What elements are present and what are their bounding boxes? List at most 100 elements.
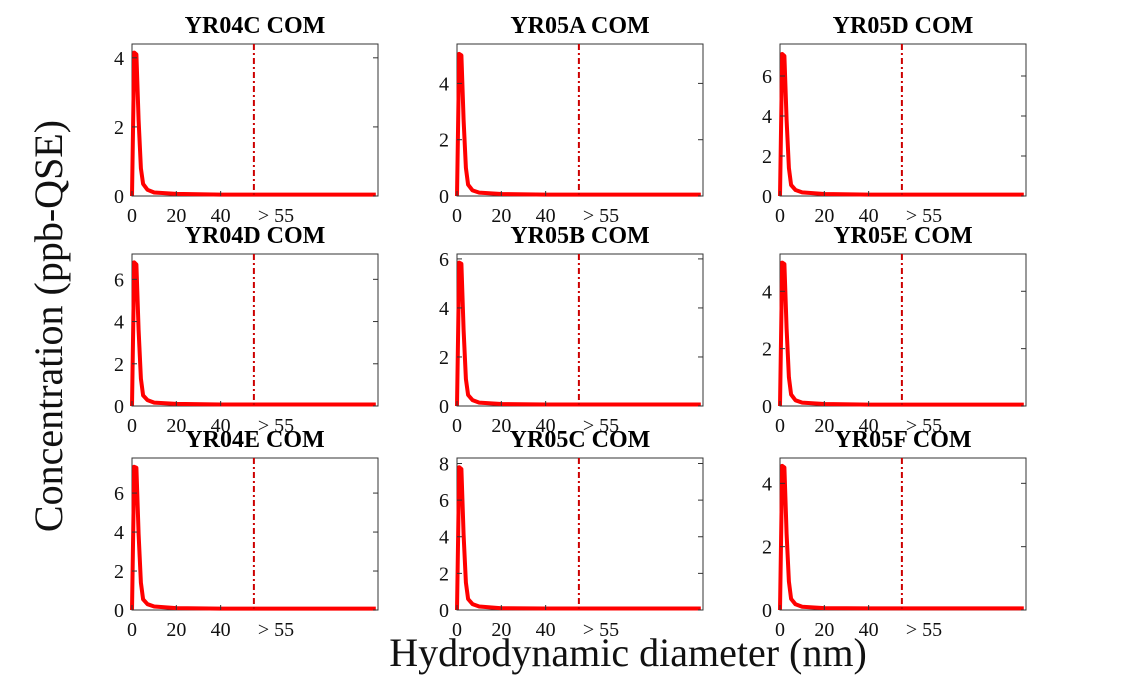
y-tick-label: 0: [762, 600, 772, 622]
y-tick-label: 6: [439, 249, 449, 271]
x-tick-label: 20: [166, 415, 186, 437]
series-line: [778, 52, 1024, 197]
panel-title: YR04C COM: [185, 13, 326, 39]
x-tick-label: 20: [166, 205, 186, 227]
y-tick-label: 0: [114, 600, 124, 622]
y-tick-label: 2: [439, 347, 449, 369]
y-tick-label: 4: [439, 527, 449, 549]
series-line: [455, 51, 701, 197]
y-tick-label: 8: [439, 453, 449, 475]
x-tick-label: 0: [452, 415, 462, 437]
y-tick-label: 2: [762, 146, 772, 168]
y-tick-label: 2: [439, 563, 449, 585]
x-tick-label: > 55: [258, 205, 294, 227]
panel-title: YR05D COM: [833, 13, 974, 39]
x-tick-label: > 55: [906, 619, 942, 641]
y-tick-label: 4: [439, 73, 449, 95]
panel-4: 0 2 4 6 0 20 40 > 55 YR04D COM: [114, 223, 379, 437]
y-tick-label: 4: [114, 522, 124, 544]
x-tick-label: 40: [211, 619, 231, 641]
y-tick-label: 4: [114, 48, 124, 70]
panel-title: YR04E COM: [185, 427, 324, 453]
y-tick-label: 4: [439, 298, 449, 320]
y-tick-label: 0: [439, 600, 449, 622]
x-axis-title: Hydrodynamic diameter (nm): [389, 630, 867, 675]
x-tick-label: > 55: [258, 619, 294, 641]
panel-title: YR04D COM: [185, 223, 326, 249]
x-tick-label: 20: [814, 619, 834, 641]
series-line: [130, 260, 376, 407]
y-tick-label: 2: [439, 130, 449, 152]
panel-title: YR05C COM: [510, 427, 651, 453]
panel-title: YR05A COM: [510, 13, 649, 39]
x-tick-label: 0: [127, 205, 137, 227]
x-tick-label: 40: [859, 619, 879, 641]
panel-title: YR05B COM: [510, 223, 649, 249]
x-tick-label: 0: [452, 619, 462, 641]
y-tick-label: 4: [762, 281, 772, 303]
y-tick-label: 4: [114, 312, 124, 334]
y-tick-label: 0: [762, 396, 772, 418]
panel-7: 0 2 4 6 0 20 40 > 55 YR04E COM: [114, 427, 379, 641]
series-line: [130, 464, 376, 611]
panel-title: YR05F COM: [834, 427, 971, 453]
x-tick-label: 0: [127, 415, 137, 437]
panel-title: YR05E COM: [833, 223, 972, 249]
series-line: [778, 463, 1024, 611]
x-tick-label: 40: [859, 415, 879, 437]
x-tick-label: > 55: [583, 619, 619, 641]
x-tick-label: 20: [166, 619, 186, 641]
x-tick-label: > 55: [583, 205, 619, 227]
y-tick-label: 0: [114, 186, 124, 208]
y-tick-label: 6: [762, 66, 772, 88]
x-tick-label: 0: [775, 205, 785, 227]
x-tick-label: 0: [775, 619, 785, 641]
x-tick-label: 40: [536, 205, 556, 227]
series-line: [130, 50, 376, 197]
x-tick-label: 0: [775, 415, 785, 437]
series-line: [455, 465, 701, 611]
y-tick-label: 2: [114, 561, 124, 583]
x-tick-label: 40: [211, 415, 231, 437]
x-tick-label: 20: [491, 415, 511, 437]
x-tick-label: 20: [491, 619, 511, 641]
y-tick-label: 2: [114, 354, 124, 376]
x-tick-label: 20: [814, 205, 834, 227]
x-tick-label: 40: [536, 415, 556, 437]
y-tick-label: 2: [762, 537, 772, 559]
x-tick-label: > 55: [906, 205, 942, 227]
y-tick-label: 4: [762, 473, 772, 495]
y-tick-label: 0: [439, 186, 449, 208]
y-tick-label: 2: [762, 339, 772, 361]
series-line: [778, 260, 1024, 407]
panel-3: 0 2 4 6 0 20 40 > 55 YR05D COM: [762, 13, 1027, 227]
x-tick-label: 40: [536, 619, 556, 641]
y-tick-label: 0: [439, 396, 449, 418]
x-tick-label: 40: [859, 205, 879, 227]
y-tick-label: 0: [762, 186, 772, 208]
x-tick-label: > 55: [583, 415, 619, 437]
y-tick-label: 4: [762, 106, 772, 128]
x-tick-label: 20: [814, 415, 834, 437]
x-tick-label: 40: [211, 205, 231, 227]
y-tick-label: 0: [114, 396, 124, 418]
panel-8: 0 2 4 6 8 0 20 40 > 55 YR05C COM: [439, 427, 704, 641]
x-tick-label: 0: [127, 619, 137, 641]
y-axis-title: Concentration (ppb-QSE): [26, 120, 71, 532]
y-tick-label: 6: [114, 483, 124, 505]
x-tick-label: 20: [491, 205, 511, 227]
panel-5: 0 2 4 6 0 20 40 > 55 YR05B COM: [439, 223, 704, 437]
y-tick-label: 2: [114, 117, 124, 139]
x-tick-label: > 55: [258, 415, 294, 437]
y-tick-label: 6: [114, 269, 124, 291]
series-line: [455, 260, 701, 407]
y-tick-label: 6: [439, 490, 449, 512]
x-tick-label: 0: [452, 205, 462, 227]
